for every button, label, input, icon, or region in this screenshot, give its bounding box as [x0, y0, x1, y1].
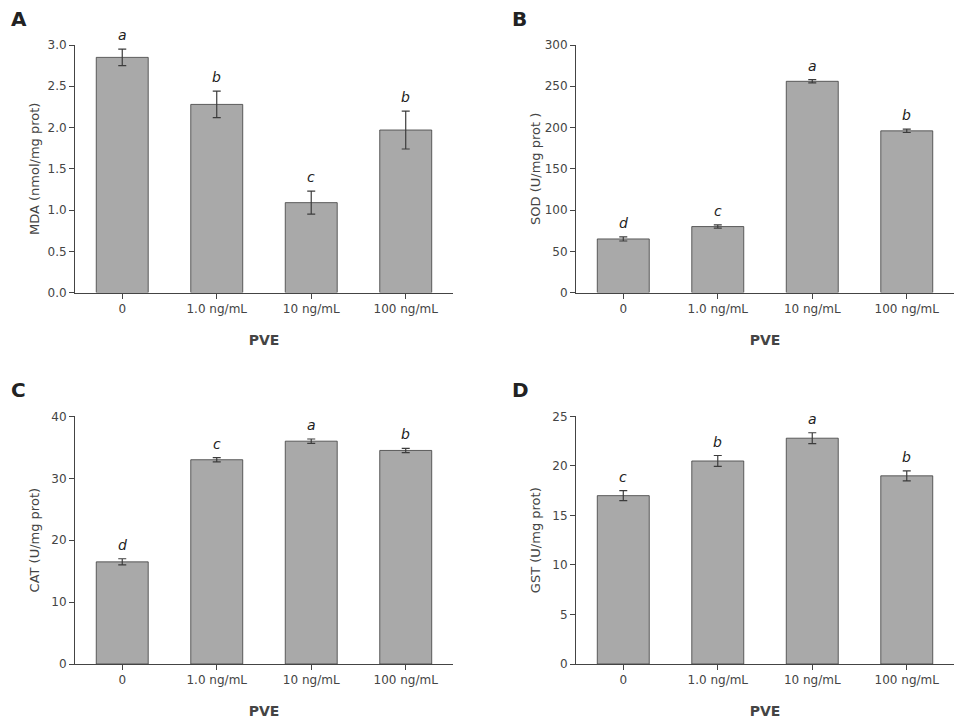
- svg-text:PVE: PVE: [750, 703, 781, 719]
- svg-text:40: 40: [51, 410, 66, 424]
- svg-text:c: c: [213, 436, 221, 452]
- svg-text:10 ng/mL: 10 ng/mL: [784, 302, 841, 316]
- svg-text:1.5: 1.5: [48, 162, 67, 176]
- svg-text:1.0 ng/mL: 1.0 ng/mL: [687, 302, 748, 316]
- svg-text:0: 0: [619, 673, 627, 687]
- svg-text:0.0: 0.0: [48, 286, 67, 300]
- svg-text:30: 30: [51, 472, 66, 486]
- svg-text:0: 0: [59, 657, 67, 671]
- svg-text:2.5: 2.5: [48, 79, 67, 93]
- svg-text:10 ng/mL: 10 ng/mL: [283, 673, 340, 687]
- svg-text:300: 300: [545, 38, 568, 52]
- svg-text:100 ng/mL: 100 ng/mL: [374, 673, 439, 687]
- svg-text:a: a: [808, 411, 817, 427]
- svg-text:0: 0: [619, 302, 627, 316]
- svg-text:C: C: [11, 378, 26, 402]
- svg-text:b: b: [902, 107, 911, 123]
- svg-text:b: b: [713, 434, 722, 450]
- svg-text:15: 15: [552, 509, 567, 523]
- svg-text:c: c: [714, 203, 722, 219]
- svg-text:150: 150: [545, 162, 568, 176]
- svg-text:PVE: PVE: [750, 332, 781, 348]
- svg-text:10: 10: [552, 558, 567, 572]
- svg-text:5: 5: [560, 608, 568, 622]
- svg-text:d: d: [118, 537, 127, 553]
- svg-text:10 ng/mL: 10 ng/mL: [283, 302, 340, 316]
- svg-text:1.0: 1.0: [48, 203, 67, 217]
- svg-text:100 ng/mL: 100 ng/mL: [875, 673, 940, 687]
- svg-text:B: B: [512, 7, 527, 31]
- svg-text:MDA (nmol/mg prot): MDA (nmol/mg prot): [27, 103, 42, 235]
- svg-text:d: d: [619, 215, 628, 231]
- svg-text:10: 10: [51, 595, 66, 609]
- svg-text:a: a: [118, 27, 127, 43]
- svg-text:PVE: PVE: [249, 703, 280, 719]
- svg-text:50: 50: [552, 245, 567, 259]
- svg-text:0: 0: [118, 302, 126, 316]
- svg-text:100: 100: [545, 203, 568, 217]
- svg-text:PVE: PVE: [249, 332, 280, 348]
- svg-text:A: A: [11, 7, 27, 31]
- svg-text:200: 200: [545, 121, 568, 135]
- svg-text:10 ng/mL: 10 ng/mL: [784, 673, 841, 687]
- svg-text:1.0 ng/mL: 1.0 ng/mL: [687, 673, 748, 687]
- svg-text:250: 250: [545, 79, 568, 93]
- svg-text:b: b: [401, 89, 410, 105]
- svg-text:SOD (U/mg prot ): SOD (U/mg prot ): [528, 113, 543, 225]
- svg-text:2.0: 2.0: [48, 121, 67, 135]
- svg-text:GST (U/mg prot): GST (U/mg prot): [528, 487, 543, 593]
- svg-text:c: c: [307, 169, 315, 185]
- svg-text:a: a: [307, 417, 316, 433]
- svg-text:25: 25: [552, 410, 567, 424]
- svg-text:100 ng/mL: 100 ng/mL: [374, 302, 439, 316]
- svg-text:b: b: [902, 449, 911, 465]
- svg-text:CAT (U/mg prot): CAT (U/mg prot): [27, 488, 42, 592]
- svg-text:0: 0: [560, 286, 568, 300]
- svg-text:0: 0: [560, 657, 568, 671]
- svg-text:b: b: [212, 69, 221, 85]
- svg-text:20: 20: [552, 459, 567, 473]
- svg-text:c: c: [619, 469, 627, 485]
- svg-text:0: 0: [118, 673, 126, 687]
- svg-text:3.0: 3.0: [48, 38, 67, 52]
- svg-text:100 ng/mL: 100 ng/mL: [875, 302, 940, 316]
- svg-text:b: b: [401, 426, 410, 442]
- svg-text:1.0 ng/mL: 1.0 ng/mL: [186, 673, 247, 687]
- svg-text:a: a: [808, 58, 817, 74]
- svg-text:20: 20: [51, 533, 66, 547]
- svg-text:0.5: 0.5: [48, 245, 67, 259]
- svg-text:1.0 ng/mL: 1.0 ng/mL: [186, 302, 247, 316]
- svg-text:D: D: [512, 378, 529, 402]
